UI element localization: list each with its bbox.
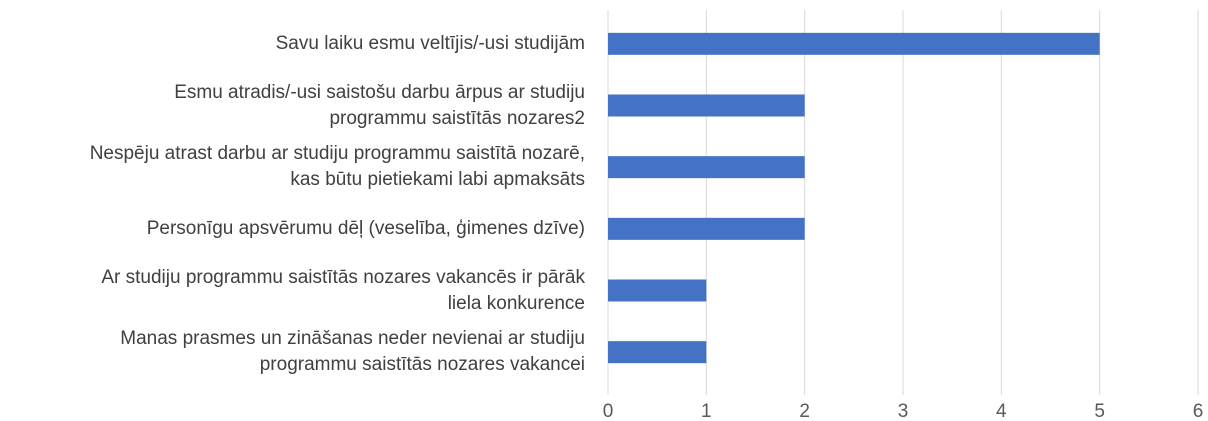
y-tick-label: Savu laiku esmu veltījis/-usi studijām	[275, 32, 585, 54]
bar	[608, 94, 805, 117]
x-tick-label: 5	[1094, 401, 1105, 421]
bar	[608, 279, 707, 302]
y-tick-label: Personīgu apsvērumu dēļ (veselība, ģimen…	[146, 217, 585, 239]
bar	[608, 32, 1100, 55]
bar	[608, 156, 805, 179]
x-tick-label: 2	[799, 401, 810, 421]
bar	[608, 217, 805, 240]
x-tick-label: 0	[603, 401, 614, 421]
y-tick-label: Ar studiju programmu saistītās nozares v…	[101, 266, 585, 314]
x-tick-label: 6	[1193, 401, 1204, 421]
y-tick-label: Manas prasmes un zināšanas neder neviena…	[120, 328, 585, 376]
x-tick-label: 4	[996, 401, 1007, 421]
y-tick-label: Esmu atradis/-usi saistošu darbu ārpus a…	[174, 81, 585, 129]
x-tick-label: 1	[701, 401, 712, 421]
x-tick-label: 3	[898, 401, 909, 421]
y-tick-label: Nespēju atrast darbu ar studiju programm…	[89, 143, 585, 191]
bar	[608, 341, 707, 364]
